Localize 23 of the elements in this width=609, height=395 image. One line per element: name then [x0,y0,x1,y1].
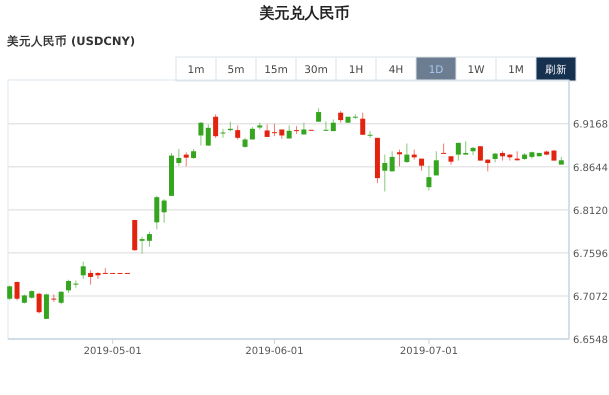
period-button: 30m [296,56,336,82]
x-tick-label: 2019-07-01 [400,346,458,357]
period-button: 5m [216,56,256,82]
y-tick-label: 6.7596 [573,248,608,260]
x-tick-label: 2019-06-01 [245,346,304,357]
y-tick-label: 6.8120 [573,206,608,217]
candlestick [478,146,483,162]
y-tick-label: 6.7072 [573,292,608,303]
period-button: 1H [336,56,376,82]
period-button: 1M [496,56,536,82]
x-tick-label: 2019-05-01 [84,346,142,357]
period-button: 1m [176,56,216,82]
period-button: 刷新 [536,56,576,82]
period-button: 15m [256,56,296,82]
y-tick-label: 6.8644 [573,162,608,174]
period-button: 1D [416,56,456,82]
y-tick-label: 6.6548 [573,335,608,346]
period-button: 1W [456,56,496,82]
y-tick-label: 6.9168 [573,120,608,131]
period-button: 4H [376,56,416,82]
candlestick [294,126,300,134]
chart-title: 美元兑人民币 [258,4,350,22]
chart-subtitle: 美元人民币 (USDCNY) [6,34,136,48]
